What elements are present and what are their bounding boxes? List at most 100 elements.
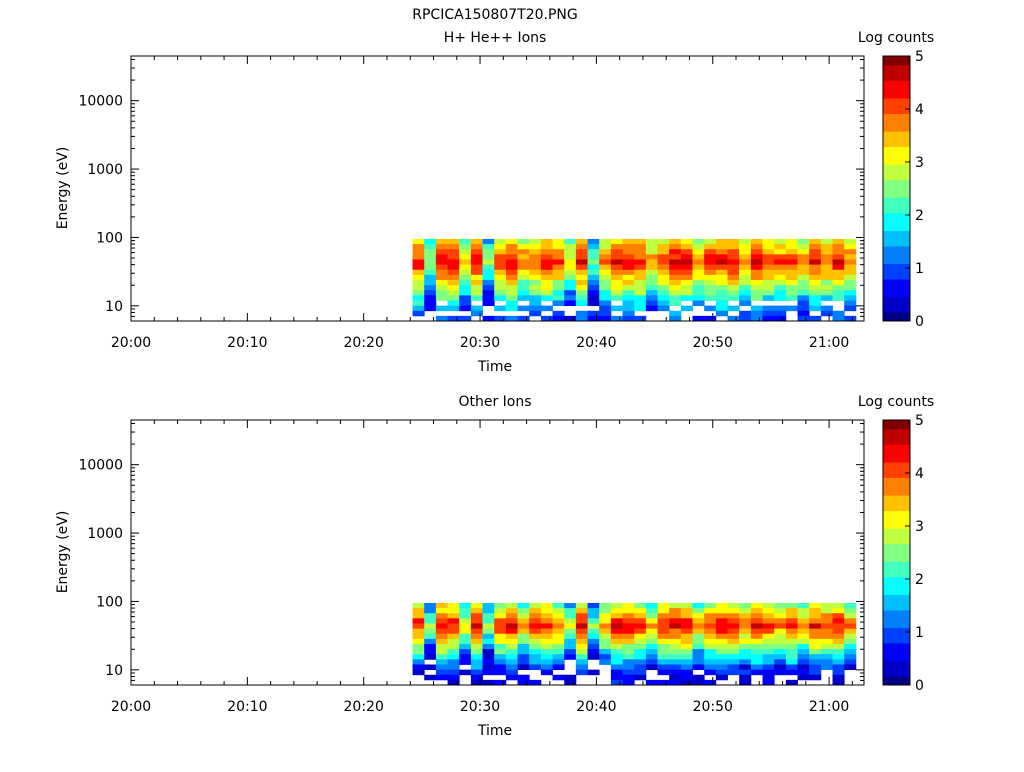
colorbar-segment — [883, 521, 910, 525]
heatmap-cell — [482, 249, 495, 255]
heatmap-cell — [552, 643, 565, 650]
heatmap-cell — [564, 633, 577, 640]
heatmap-cell — [575, 315, 588, 322]
heatmap-cell — [435, 608, 448, 614]
heatmap-cell — [529, 290, 542, 296]
heatmap-cell — [505, 244, 518, 250]
heatmap-cell — [750, 654, 763, 660]
heatmap-cell — [610, 295, 623, 301]
heatmap-cell — [470, 659, 483, 665]
heatmap-cell — [610, 633, 623, 640]
heatmap-cell — [529, 269, 542, 276]
heatmap-cell — [494, 269, 507, 276]
heatmap-cell — [739, 602, 752, 609]
colorbar-segment — [883, 91, 910, 95]
heatmap-cell — [634, 613, 647, 619]
heatmap-cell — [774, 295, 787, 301]
heatmap-cell — [727, 664, 740, 671]
heatmap-cell — [739, 300, 752, 307]
heatmap-cell — [715, 295, 728, 301]
heatmap-cell — [645, 643, 658, 650]
colorbar-segment — [883, 656, 910, 659]
heatmap-cell — [494, 608, 507, 614]
colorbar-segment — [883, 221, 910, 225]
heatmap-cell — [459, 300, 472, 307]
heatmap-cell — [680, 259, 693, 265]
heatmap-cell — [669, 628, 682, 635]
heatmap-cell — [517, 633, 530, 640]
colorbar-segment — [883, 594, 910, 598]
heatmap-cell — [704, 244, 717, 250]
heatmap-cell — [727, 638, 740, 645]
heatmap-cell — [482, 300, 495, 307]
heatmap-cell — [622, 643, 635, 650]
heatmap-cell — [797, 285, 810, 291]
heatmap-cell — [680, 269, 693, 276]
heatmap-cell — [599, 259, 612, 265]
heatmap-cell — [680, 249, 693, 255]
colorbar-segment — [883, 150, 910, 154]
heatmap-cell — [435, 674, 448, 681]
heatmap-cell — [809, 305, 822, 312]
heatmap-cell — [412, 269, 425, 276]
heatmap-cell — [529, 274, 542, 281]
heatmap-cell — [424, 274, 437, 281]
heatmap-cell — [447, 259, 460, 265]
heatmap-cell — [610, 290, 623, 296]
heatmap-cell — [774, 654, 787, 660]
heatmap-cell — [750, 244, 763, 250]
colorbar-segment — [883, 73, 910, 77]
heatmap-cell — [587, 279, 600, 286]
heatmap-cell — [459, 618, 472, 624]
heatmap-cell — [832, 643, 845, 650]
colorbar-segment — [883, 237, 910, 240]
heatmap-cell — [587, 633, 600, 640]
heatmap-cell — [505, 654, 518, 660]
colorbar-segment — [883, 226, 910, 229]
heatmap-cell — [610, 649, 623, 655]
heatmap-cell — [459, 628, 472, 635]
heatmap-cell — [657, 628, 670, 635]
heatmap-cell — [645, 602, 658, 609]
heatmap-cell — [575, 259, 588, 265]
heatmap-cell — [610, 608, 623, 614]
heatmap-cell — [575, 254, 588, 260]
heatmap-cell — [459, 244, 472, 250]
heatmap-cell — [622, 613, 635, 619]
heatmap-cell — [715, 633, 728, 640]
heatmap-cell — [750, 643, 763, 650]
heatmap-cell — [739, 679, 752, 686]
heatmap-cell — [669, 254, 682, 260]
heatmap-cell — [424, 279, 437, 286]
heatmap-cell — [412, 310, 425, 317]
heatmap-cell — [657, 664, 670, 671]
heatmap-cell — [505, 238, 518, 245]
heatmap-cell — [599, 602, 612, 609]
heatmap-cell — [459, 305, 472, 312]
heatmap-cell — [494, 649, 507, 655]
heatmap-cell — [669, 664, 682, 671]
heatmap-cell — [575, 664, 588, 671]
colorbar-segment — [883, 316, 910, 320]
heatmap-cell — [680, 274, 693, 281]
heatmap-cell — [762, 279, 775, 286]
heatmap-cell — [540, 608, 553, 614]
heatmap-cell — [727, 269, 740, 276]
heatmap-cell — [610, 618, 623, 624]
heatmap-cell — [435, 643, 448, 650]
heatmap-cell — [634, 602, 647, 609]
heatmap-cell — [785, 633, 798, 640]
heatmap-cell — [424, 618, 437, 624]
heatmap-cell — [669, 659, 682, 665]
heatmap-cell — [634, 649, 647, 655]
heatmap-cell — [424, 674, 437, 681]
heatmap-cell — [587, 290, 600, 296]
heatmap-cell — [715, 623, 728, 629]
heatmap-cell — [517, 279, 530, 286]
heatmap-cell — [552, 244, 565, 250]
heatmap-cell — [470, 674, 483, 681]
heatmap-cell — [494, 633, 507, 640]
heatmap-cell — [692, 254, 705, 260]
heatmap-cell — [785, 669, 798, 676]
